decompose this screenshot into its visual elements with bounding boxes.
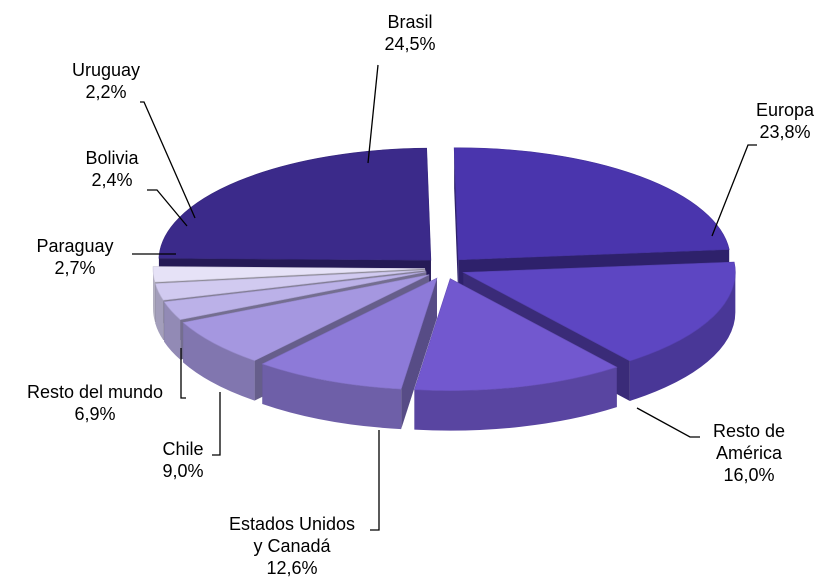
slice-name-estados-unidos-y-canada: y Canadá (253, 536, 331, 556)
leader-line-resto-del-mundo (180, 348, 186, 399)
slice-top-uruguay (152, 266, 426, 283)
slice-name-europa: Europa (756, 100, 815, 120)
slice-rim-bolivia (155, 283, 164, 341)
slice-rim-estados-unidos-y-canada (414, 367, 617, 431)
data-label-brasil: Brasil 24,5% (384, 12, 435, 54)
slice-name-paraguay: Paraguay (36, 236, 113, 256)
slice-rim-chile (262, 363, 402, 430)
slice-estados-unidos-y-canada (414, 278, 618, 431)
slice-name-resto-de-america: América (716, 443, 783, 463)
slice-name-brasil: Brasil (387, 12, 432, 32)
slice-value-resto-del-mundo: 6,9% (74, 404, 115, 424)
slice-value-brasil: 24,5% (384, 34, 435, 54)
data-label-estados-unidos-y-canada: Estados Unidos y Canadá 12,6% (229, 514, 355, 578)
data-label-resto-del-mundo: Resto del mundo 6,9% (27, 382, 163, 424)
slice-value-chile: 9,0% (162, 461, 203, 481)
leader-line-bolivia (147, 189, 188, 227)
slice-name-uruguay: Uruguay (72, 60, 140, 80)
slice-rim-resto-del-mundo (183, 322, 255, 401)
slice-top-paraguay (163, 271, 427, 320)
pie-slices (152, 147, 736, 431)
leader-line-uruguay (140, 101, 196, 219)
slice-rim-uruguay (153, 268, 156, 323)
slice-name-resto-de-america: Resto de (713, 421, 785, 441)
slice-value-estados-unidos-y-canada: 12,6% (266, 558, 317, 578)
slice-top-chile (261, 277, 438, 390)
slice-top-estados-unidos-y-canada (414, 278, 618, 391)
slice-name-chile: Chile (162, 439, 203, 459)
slice-value-paraguay: 2,7% (54, 258, 95, 278)
slice-name-estados-unidos-y-canada: Estados Unidos (229, 514, 355, 534)
slice-value-bolivia: 2,4% (91, 170, 132, 190)
slice-value-uruguay: 2,2% (85, 82, 126, 102)
data-label-bolivia: Bolivia 2,4% (85, 148, 139, 190)
slice-chile (261, 277, 438, 430)
data-label-chile: Chile 9,0% (162, 439, 203, 481)
leader-line-brasil (367, 64, 379, 164)
slice-top-resto-de-america (462, 261, 736, 362)
data-label-uruguay: Uruguay 2,2% (72, 60, 140, 102)
leader-line-estados-unidos-y-canada (370, 430, 380, 531)
slice-rim-resto-de-america (629, 272, 736, 401)
data-label-europa: Europa 23,8% (756, 100, 815, 142)
slice-top-brasil (158, 147, 432, 261)
slice-top-bolivia (154, 269, 426, 301)
data-label-resto-de-america: Resto de América 16,0% (713, 421, 785, 485)
slice-value-resto-de-america: 16,0% (723, 465, 774, 485)
slice-top-resto-del-mundo (182, 274, 430, 361)
slice-top-europa (453, 147, 730, 261)
slice-name-bolivia: Bolivia (85, 148, 139, 168)
leader-line-resto-de-america (636, 407, 700, 438)
data-label-paraguay: Paraguay 2,7% (36, 236, 113, 278)
leader-line-chile (212, 392, 221, 456)
slice-name-resto-del-mundo: Resto del mundo (27, 382, 163, 402)
slice-value-europa: 23,8% (759, 122, 810, 142)
pie-labels: Brasil 24,5% Europa 23,8% Resto de América 16,… (27, 12, 815, 578)
leader-line-europa (711, 144, 757, 237)
slice-side-europa (454, 147, 459, 300)
